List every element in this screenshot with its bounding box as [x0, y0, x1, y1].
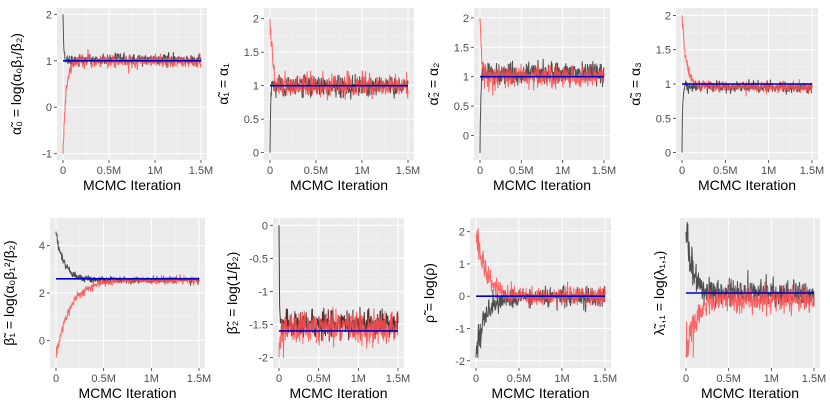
x-tick-label: 0 — [683, 373, 689, 385]
trace-line-chain-red — [685, 280, 815, 358]
x-tick-label: 1.5M — [592, 165, 616, 177]
y-axis-title: α̃₂ = α₂ — [425, 62, 441, 105]
y-axis-title: α̃₁ = α₁ — [215, 63, 231, 105]
x-tick-label: 1.5M — [800, 165, 824, 177]
x-tick-label: 1.5M — [802, 373, 826, 385]
y-tick-label: 0 — [253, 148, 259, 160]
y-tick-label: 1 — [253, 81, 259, 93]
x-tick-label: 1.5M — [396, 165, 420, 177]
x-tick-label: 0 — [276, 373, 282, 385]
x-tick-label: 0 — [477, 165, 483, 177]
y-tick-label: 0 — [459, 291, 465, 303]
y-tick-label: 1.5 — [656, 45, 671, 57]
y-tick-label: -1 — [455, 324, 465, 336]
x-tick-label: 0 — [473, 373, 479, 385]
y-tick-label: 0 — [665, 148, 671, 160]
y-tick-label: 0 — [463, 130, 469, 142]
y-tick-label: 1.5 — [454, 42, 469, 54]
y-tick-label: 2 — [39, 288, 45, 300]
x-tick-label: 1M — [555, 165, 570, 177]
x-axis-title: MCMC Iteration — [493, 177, 591, 193]
x-tick-label: 1.5M — [189, 165, 213, 177]
y-axis-title: α̃₀ = log(α₀β₁/β₂) — [8, 33, 24, 135]
x-tick-label: 0.5M — [507, 373, 531, 385]
y-tick-label: 4 — [39, 241, 45, 253]
x-tick-label: 0 — [53, 373, 59, 385]
x-tick-label: 1M — [764, 373, 779, 385]
y-tick-label: 0.5 — [244, 114, 259, 126]
y-tick-label: 1 — [665, 79, 671, 91]
y-tick-label: 2 — [459, 227, 465, 239]
x-tick-label: 0.5M — [304, 165, 328, 177]
y-axis-title: β̃₁ = log(α₀β₁²/β₂) — [1, 240, 17, 345]
x-axis-title: MCMC Iteration — [290, 177, 388, 193]
trace-panel-4: 0 0.5M 1M 1.5M 0 0.5 1 1.5 2 MCMC Iteration α̃₃ = … — [627, 8, 824, 193]
trace-line-chain-red — [278, 307, 399, 358]
x-tick-label: 1M — [144, 373, 159, 385]
y-tick-label: 1 — [463, 72, 469, 84]
x-tick-label: 0.5M — [97, 165, 121, 177]
x-tick-label: 0.5M — [91, 373, 115, 385]
x-tick-label: 1M — [147, 165, 162, 177]
trace-panel-2: 0 0.5M 1M 1.5M 0 0.5 1 1.5 2 MCMC Iteration α̃₁ = … — [215, 8, 420, 193]
x-tick-label: 1.5M — [187, 373, 211, 385]
x-tick-label: 0 — [267, 165, 273, 177]
trace-line-chain-red — [479, 17, 605, 96]
x-tick-label: 0.5M — [306, 373, 330, 385]
x-axis-title: MCMC Iteration — [698, 177, 796, 193]
x-tick-label: 1.5M — [593, 373, 617, 385]
x-tick-label: 0 — [679, 165, 685, 177]
x-tick-label: 0.5M — [713, 165, 737, 177]
x-tick-label: 1M — [351, 373, 366, 385]
y-axis-title: β̃₂ = log(1/β₂) — [224, 252, 240, 335]
y-tick-label: 2 — [463, 13, 469, 25]
x-tick-label: 0.5M — [716, 373, 740, 385]
x-axis-title: MCMC Iteration — [78, 385, 176, 401]
y-axis-title: ρ̃ = log(ρ) — [421, 263, 437, 323]
trace-line-chain-red — [55, 274, 200, 358]
y-tick-label: 0 — [46, 102, 52, 114]
x-axis-title: MCMC Iteration — [289, 385, 387, 401]
trace-panel-6: 0 0.5M 1M 1.5M -2 -1.5 -1 -0.5 0 MCMC Iteration β̃… — [224, 218, 410, 401]
y-tick-label: 2 — [665, 10, 671, 22]
x-tick-label: 0 — [60, 165, 66, 177]
y-tick-label: 0.5 — [454, 101, 469, 113]
y-tick-label: 0.5 — [656, 113, 671, 125]
trace-line-chain-red — [475, 228, 606, 309]
x-tick-label: 1M — [354, 165, 369, 177]
trace-panel-7: 0 0.5M 1M 1.5M -2 -1 0 1 2 MCMC Iteration ρ̃ = log… — [421, 218, 617, 401]
y-tick-label: 0 — [262, 220, 268, 232]
y-tick-label: -1.5 — [249, 319, 268, 331]
trace-panel-5: 0 0.5M 1M 1.5M 0 2 4 MCMC Iteration β̃₁ = log(α₀… — [1, 218, 211, 401]
y-tick-label: 0 — [39, 335, 45, 347]
trace-line-chain-red — [269, 18, 409, 101]
y-tick-label: 2 — [46, 9, 52, 21]
x-tick-label: 1.5M — [386, 373, 410, 385]
y-axis-title: α̃₃ = α₃ — [627, 62, 643, 106]
y-axis-title: λ̃₁,₁ = log(λ₁,₁) — [651, 251, 667, 336]
x-tick-label: 0.5M — [509, 165, 533, 177]
y-tick-label: 1 — [46, 56, 52, 68]
y-tick-label: -2 — [258, 352, 268, 364]
y-tick-label: 1 — [459, 259, 465, 271]
y-tick-label: -1 — [258, 286, 268, 298]
y-tick-label: -1 — [42, 149, 52, 161]
y-tick-label: -2 — [455, 356, 465, 368]
y-tick-label: 2 — [253, 14, 259, 26]
y-tick-label: 1.5 — [244, 47, 259, 59]
x-axis-title: MCMC Iteration — [491, 385, 589, 401]
trace-panel-1: 0 0.5M 1M 1.5M -1 0 1 2 MCMC Iteration α̃₀ = log(… — [8, 8, 213, 193]
trace-panel-3: 0 0.5M 1M 1.5M 0 0.5 1 1.5 2 MCMC Iteration α̃₂ = … — [425, 8, 616, 193]
y-tick-label: -0.5 — [249, 253, 268, 265]
x-tick-label: 1M — [761, 165, 776, 177]
x-axis-title: MCMC Iteration — [701, 385, 799, 401]
x-tick-label: 1M — [554, 373, 569, 385]
x-axis-title: MCMC Iteration — [83, 177, 181, 193]
